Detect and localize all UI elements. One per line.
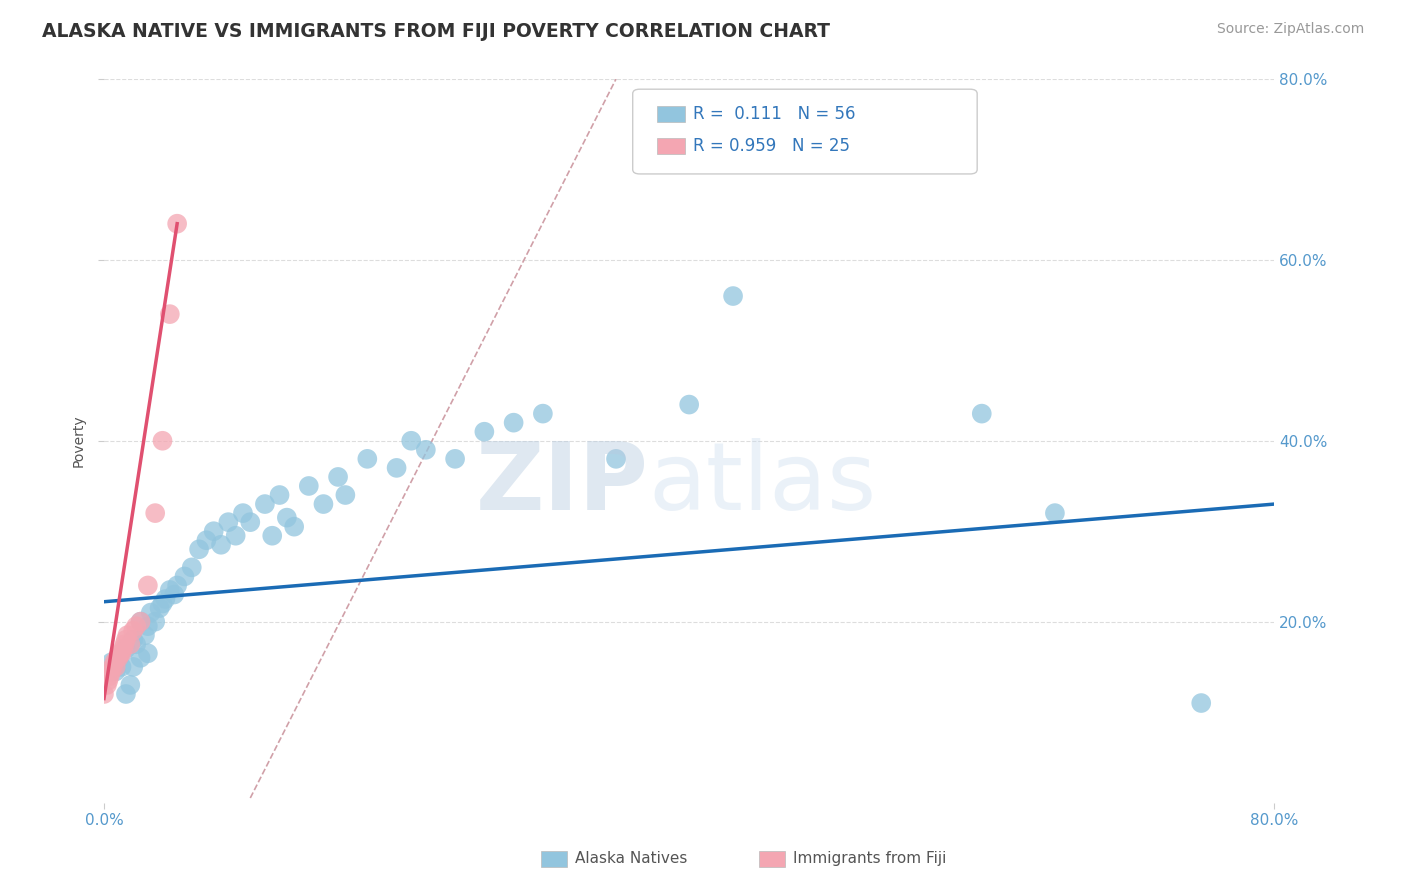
- Point: [129, 615, 152, 629]
- Point: [970, 407, 993, 421]
- Point: [159, 582, 181, 597]
- Point: [134, 628, 156, 642]
- Point: [152, 434, 174, 448]
- Point: [195, 533, 218, 548]
- Point: [125, 619, 148, 633]
- Point: [115, 687, 138, 701]
- Point: [103, 656, 125, 670]
- Point: [125, 637, 148, 651]
- Point: [502, 416, 524, 430]
- Point: [225, 529, 247, 543]
- Point: [1043, 506, 1066, 520]
- Point: [721, 289, 744, 303]
- Text: Source: ZipAtlas.com: Source: ZipAtlas.com: [1216, 22, 1364, 37]
- Point: [117, 628, 139, 642]
- Point: [356, 451, 378, 466]
- Point: [143, 506, 166, 520]
- Text: R =  0.111   N = 56: R = 0.111 N = 56: [693, 105, 856, 123]
- Text: ZIP: ZIP: [475, 438, 648, 530]
- Point: [152, 597, 174, 611]
- Point: [166, 578, 188, 592]
- Point: [139, 606, 162, 620]
- Point: [531, 407, 554, 421]
- Point: [136, 619, 159, 633]
- Point: [276, 510, 298, 524]
- Point: [107, 650, 129, 665]
- Text: Alaska Natives: Alaska Natives: [575, 852, 688, 866]
- Point: [217, 515, 239, 529]
- Point: [98, 669, 121, 683]
- Point: [107, 650, 129, 665]
- Point: [262, 529, 284, 543]
- Point: [239, 515, 262, 529]
- Point: [110, 660, 132, 674]
- Point: [180, 560, 202, 574]
- Point: [163, 587, 186, 601]
- Point: [143, 615, 166, 629]
- Point: [136, 646, 159, 660]
- Point: [122, 660, 145, 674]
- Point: [173, 569, 195, 583]
- Point: [678, 398, 700, 412]
- Point: [104, 660, 127, 674]
- Point: [110, 646, 132, 660]
- Point: [129, 615, 152, 629]
- Point: [122, 632, 145, 647]
- Point: [1189, 696, 1212, 710]
- Point: [115, 632, 138, 647]
- Text: R = 0.959   N = 25: R = 0.959 N = 25: [693, 137, 851, 155]
- Point: [93, 687, 115, 701]
- Point: [104, 665, 127, 679]
- Point: [111, 641, 134, 656]
- Point: [120, 678, 142, 692]
- Point: [120, 637, 142, 651]
- Point: [122, 624, 145, 638]
- Text: atlas: atlas: [648, 438, 876, 530]
- Text: Immigrants from Fiji: Immigrants from Fiji: [793, 852, 946, 866]
- Point: [149, 601, 172, 615]
- Point: [114, 637, 136, 651]
- Y-axis label: Poverty: Poverty: [72, 415, 86, 467]
- Point: [385, 461, 408, 475]
- Point: [326, 470, 349, 484]
- Point: [166, 217, 188, 231]
- Point: [97, 673, 120, 688]
- Point: [605, 451, 627, 466]
- Point: [129, 650, 152, 665]
- Point: [415, 442, 437, 457]
- Point: [159, 307, 181, 321]
- Point: [312, 497, 335, 511]
- Point: [100, 665, 122, 679]
- Point: [444, 451, 467, 466]
- Point: [202, 524, 225, 539]
- Point: [335, 488, 357, 502]
- Point: [298, 479, 321, 493]
- Text: ALASKA NATIVE VS IMMIGRANTS FROM FIJI POVERTY CORRELATION CHART: ALASKA NATIVE VS IMMIGRANTS FROM FIJI PO…: [42, 22, 830, 41]
- Point: [100, 656, 122, 670]
- Point: [136, 578, 159, 592]
- Point: [96, 678, 118, 692]
- Point: [155, 592, 177, 607]
- Point: [399, 434, 422, 448]
- Point: [283, 519, 305, 533]
- Point: [472, 425, 495, 439]
- Point: [269, 488, 291, 502]
- Point: [209, 538, 232, 552]
- Point: [115, 641, 138, 656]
- Point: [105, 650, 128, 665]
- Point: [101, 660, 124, 674]
- Point: [108, 646, 131, 660]
- Point: [232, 506, 254, 520]
- Point: [188, 542, 211, 557]
- Point: [253, 497, 276, 511]
